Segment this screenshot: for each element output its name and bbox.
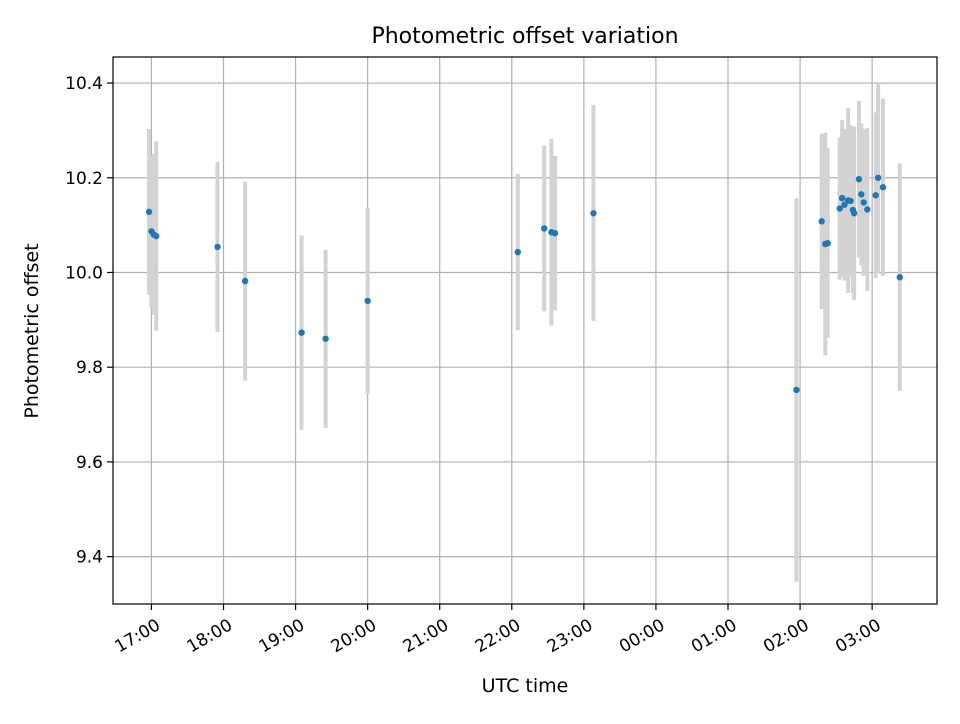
- y-tick-label: 10.2: [65, 169, 103, 189]
- data-point: [841, 201, 848, 208]
- y-tick-label: 10.4: [65, 74, 103, 94]
- y-axis-label: Photometric offset: [21, 243, 43, 418]
- data-point: [864, 206, 871, 213]
- data-point: [214, 243, 221, 251]
- data-point: [322, 335, 329, 342]
- y-tick-label: 9.8: [76, 358, 103, 378]
- data-point: [858, 191, 865, 198]
- data-point: [551, 229, 559, 237]
- data-point: [793, 386, 800, 394]
- data-point: [860, 199, 867, 206]
- data-points: [145, 174, 903, 394]
- chart-title: Photometric offset variation: [371, 24, 678, 49]
- data-point: [298, 329, 305, 336]
- data-point: [872, 192, 879, 199]
- data-point: [847, 197, 854, 205]
- x-axis-label: UTC time: [482, 675, 569, 697]
- data-point: [590, 210, 597, 217]
- grid: [113, 57, 937, 604]
- data-point: [145, 208, 153, 216]
- data-point: [818, 218, 825, 225]
- data-point: [541, 225, 548, 232]
- plot-frame: [112, 56, 938, 605]
- data-point: [514, 248, 521, 256]
- y-tick-label: 9.6: [76, 453, 103, 473]
- data-point: [874, 174, 882, 181]
- y-tick-label: 9.4: [76, 548, 103, 568]
- data-point: [850, 210, 858, 217]
- data-point: [364, 297, 371, 305]
- data-point: [879, 184, 887, 191]
- data-point: [838, 194, 846, 202]
- data-point: [241, 277, 249, 285]
- data-point: [836, 205, 843, 212]
- y-tick-label: 10.0: [65, 263, 103, 283]
- data-point: [153, 232, 160, 240]
- data-point: [896, 274, 903, 281]
- data-point: [824, 239, 831, 247]
- data-point: [855, 175, 863, 183]
